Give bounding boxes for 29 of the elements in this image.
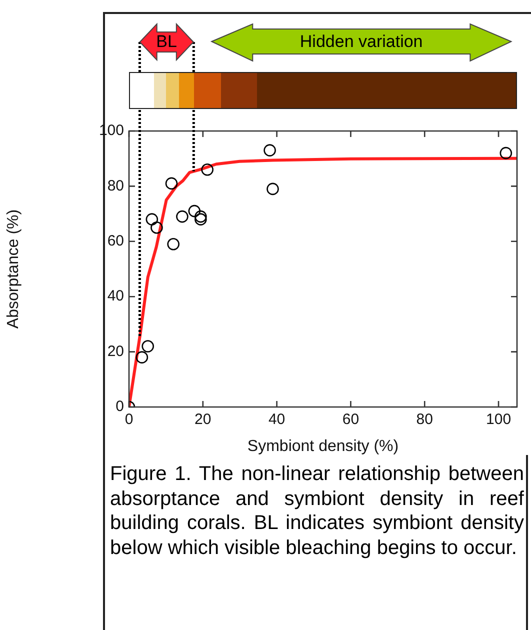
point: [194, 213, 207, 226]
y-tick-label: 60: [107, 232, 124, 250]
x-tick-label: 60: [342, 411, 360, 428]
x-tick-label: 100: [486, 411, 512, 428]
point: [146, 213, 158, 226]
x-tick-label: 40: [268, 411, 286, 428]
y-tick-label: 0: [116, 398, 124, 416]
x-axis-title: Symbiont density (%): [247, 438, 399, 455]
y-tick-label: 40: [107, 288, 124, 305]
text: BL: [156, 32, 177, 52]
point: [150, 221, 163, 234]
text: Hidden variation: [300, 32, 423, 52]
point: [136, 351, 148, 364]
y-axis-title: Absorptance (%): [5, 209, 22, 329]
point: [188, 204, 201, 218]
x-tick-label: 20: [194, 411, 212, 428]
x-tick-label: 80: [416, 411, 433, 428]
caption: Figure 1. The non-linear relationship between absorptance and symbiont density in reef building corals. BL indicates symbiont density below which visible bleaching begins to occur.: [110, 462, 524, 560]
point: [176, 210, 188, 223]
y-tick-label: 80: [107, 177, 124, 194]
point: [167, 238, 180, 250]
point: [201, 163, 214, 176]
point: [264, 144, 276, 156]
point: [500, 146, 512, 160]
point: [142, 340, 154, 352]
y-tick-label: 20: [107, 342, 124, 360]
point: [266, 182, 279, 196]
point: [194, 210, 207, 223]
point: [165, 177, 178, 190]
